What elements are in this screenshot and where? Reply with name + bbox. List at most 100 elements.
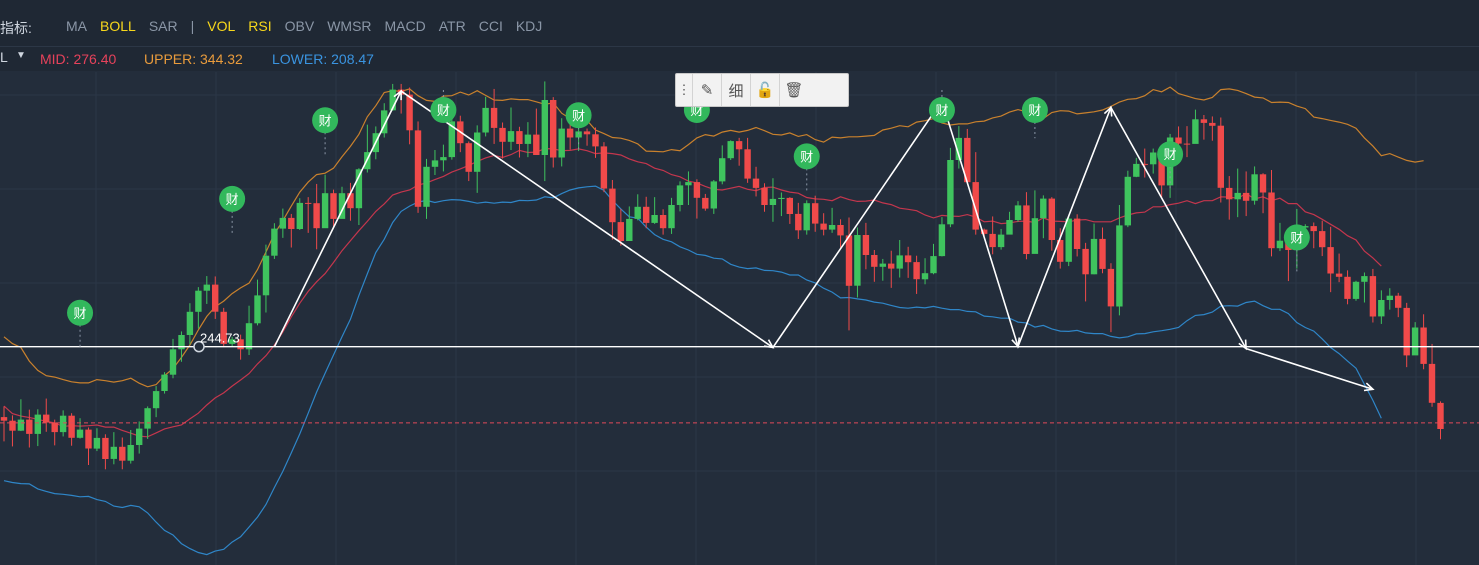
zigzag-line <box>273 89 1374 391</box>
candle-body <box>1048 198 1055 240</box>
candle-body <box>313 203 320 229</box>
news-badge <box>219 185 246 212</box>
candle-body <box>744 149 751 179</box>
news-badge-label: 财 <box>319 114 332 129</box>
pen-icon[interactable]: ✎ <box>693 74 722 106</box>
delete-icon[interactable]: 🗑 <box>784 82 804 99</box>
candle-body <box>1251 174 1258 201</box>
indicator-ma[interactable]: MA <box>66 18 87 34</box>
zigzag-arrowhead <box>1363 382 1375 392</box>
candle-body <box>668 205 675 229</box>
candle-body <box>1428 363 1436 403</box>
candle-body <box>490 107 498 128</box>
candle-body <box>533 134 540 155</box>
candle-body <box>237 339 244 350</box>
indicator-obv[interactable]: OBV <box>284 18 315 34</box>
candle-body <box>1276 240 1284 249</box>
candle-body <box>1124 176 1131 226</box>
candle-body <box>1014 205 1022 220</box>
candle-body <box>1175 137 1182 144</box>
candle-body <box>955 137 962 160</box>
candle-body <box>795 213 802 231</box>
candle-body <box>1107 268 1115 307</box>
candle-body <box>778 197 785 199</box>
candle-body <box>676 185 684 205</box>
candle-body <box>600 146 608 189</box>
candle-body <box>820 223 827 230</box>
indicator-rsi[interactable]: RSI <box>248 18 272 34</box>
zigzag-arrowhead <box>393 89 402 101</box>
candle-body <box>414 130 422 207</box>
chevron-down-icon[interactable]: ▼ <box>16 50 26 61</box>
candle-body <box>144 408 151 429</box>
candle-body <box>1259 174 1267 193</box>
candle-body <box>972 182 979 230</box>
indicator-atr[interactable]: ATR <box>438 18 466 34</box>
indicator-vol[interactable]: VOL <box>207 18 236 34</box>
unlock-icon[interactable]: 🔓 <box>751 74 780 106</box>
candle-body <box>262 255 270 296</box>
candle-body <box>59 415 67 433</box>
candle-body <box>347 193 354 209</box>
indicator-items: MA BOLL SAR | VOL RSI OBV WMSR MACD ATR CCI KDJ <box>66 18 555 34</box>
candle-body <box>178 335 185 350</box>
candle-body <box>651 215 658 223</box>
candle-body <box>76 429 84 438</box>
news-badge <box>1157 141 1184 168</box>
candle-body <box>702 197 709 209</box>
candle-body <box>997 234 1005 248</box>
candle-body <box>845 235 853 286</box>
candle-body <box>1437 402 1444 429</box>
candle-body <box>1420 327 1427 364</box>
candle-body <box>1310 226 1317 232</box>
horizontal-line[interactable]: 244.73 <box>0 331 1479 424</box>
indicator-boll[interactable]: BOLL <box>100 18 136 34</box>
indicator-wmsr[interactable]: WMSR <box>327 18 372 34</box>
boll-lower-line <box>3 185 1382 556</box>
candle-body <box>659 215 667 229</box>
candle-body <box>609 188 616 223</box>
candle-body <box>102 437 109 459</box>
boll-upper-value: UPPER: 344.32 <box>144 51 243 67</box>
indicator-macd[interactable]: MACD <box>384 18 426 34</box>
indicator-kdj[interactable]: KDJ <box>515 18 543 34</box>
grip-icon[interactable]: ⋮ <box>676 74 693 106</box>
candle-body <box>879 263 886 267</box>
candle-body <box>643 206 650 223</box>
candle-body <box>1344 276 1351 299</box>
news-badge <box>565 102 592 129</box>
candle-body <box>203 284 210 291</box>
support-line-handle <box>193 340 205 353</box>
zigzag-drawing[interactable] <box>273 89 1375 392</box>
candle-body <box>592 134 599 147</box>
candle-body <box>516 131 523 144</box>
candle-body <box>195 290 202 312</box>
zigzag-arrowhead <box>1238 339 1247 351</box>
candle-body <box>389 89 396 111</box>
news-badge <box>312 107 339 134</box>
candle-body <box>17 419 25 431</box>
news-badge <box>430 97 457 123</box>
news-badge-label: 财 <box>74 307 87 322</box>
candle-body <box>212 284 219 312</box>
indicator-sar[interactable]: SAR <box>148 18 178 34</box>
candle-body <box>1158 152 1165 186</box>
drawing-toolbar: ⋮ ✎ 细 🔓 🗑 <box>675 73 849 107</box>
news-badges[interactable]: 财财财财财财财财 财财财 <box>67 87 1310 347</box>
candle-body <box>1403 307 1410 356</box>
candle-body <box>305 202 312 204</box>
candle-body <box>1183 143 1191 145</box>
indicator-bar: 指标: MA BOLL SAR | VOL RSI OBV WMSR MACD ATR CCI KDJ <box>0 0 1479 47</box>
candle-body <box>575 131 582 138</box>
candle-body <box>1150 152 1157 165</box>
candle-body <box>406 94 413 131</box>
indicator-cci[interactable]: CCI <box>478 18 503 34</box>
candle-body <box>947 160 954 225</box>
thin-button[interactable]: 细 <box>722 74 751 106</box>
candle-body <box>685 182 692 186</box>
candle-body <box>136 428 143 445</box>
candle-body <box>871 255 878 267</box>
candle-body <box>566 128 574 138</box>
